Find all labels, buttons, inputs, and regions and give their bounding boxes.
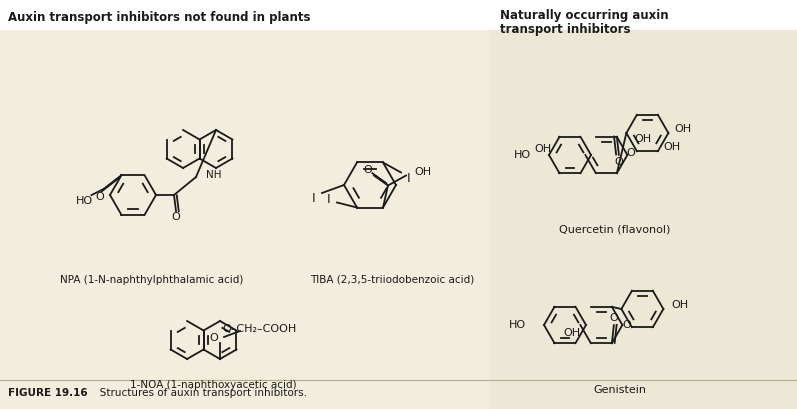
Text: Auxin transport inhibitors not found in plants: Auxin transport inhibitors not found in … bbox=[8, 11, 311, 25]
Text: OH: OH bbox=[534, 144, 552, 154]
Text: O: O bbox=[171, 212, 180, 222]
Text: Structures of auxin transport inhibitors.: Structures of auxin transport inhibitors… bbox=[90, 388, 307, 398]
Text: O: O bbox=[626, 148, 634, 158]
Text: NH: NH bbox=[206, 170, 222, 180]
Text: O: O bbox=[210, 333, 218, 343]
Text: OH: OH bbox=[414, 166, 431, 177]
Text: OH: OH bbox=[671, 300, 689, 310]
Text: Genistein: Genistein bbox=[594, 385, 646, 395]
Bar bbox=[490, 30, 797, 409]
Text: TIBA (2,3,5-triiodobenzoic acid): TIBA (2,3,5-triiodobenzoic acid) bbox=[310, 275, 474, 285]
Text: Naturally occurring auxin: Naturally occurring auxin bbox=[500, 9, 669, 22]
Text: I: I bbox=[312, 193, 316, 205]
Text: O: O bbox=[95, 192, 104, 202]
Text: HO: HO bbox=[508, 320, 526, 330]
Text: O: O bbox=[363, 164, 372, 175]
Text: O: O bbox=[622, 320, 630, 330]
Text: HO: HO bbox=[514, 150, 531, 160]
Text: O: O bbox=[610, 313, 618, 323]
Text: O: O bbox=[614, 157, 623, 167]
Text: OH: OH bbox=[674, 124, 692, 134]
Text: HO: HO bbox=[77, 196, 93, 206]
Text: I: I bbox=[407, 172, 410, 185]
Text: Quercetin (flavonol): Quercetin (flavonol) bbox=[559, 225, 671, 235]
Text: NPA (1-N-naphthylphthalamic acid): NPA (1-N-naphthylphthalamic acid) bbox=[60, 275, 243, 285]
Text: FIGURE 19.16: FIGURE 19.16 bbox=[8, 388, 88, 398]
Text: OH: OH bbox=[563, 328, 580, 338]
Text: OH: OH bbox=[664, 142, 681, 152]
Text: OH: OH bbox=[635, 134, 652, 144]
Text: transport inhibitors: transport inhibitors bbox=[500, 23, 630, 36]
Text: O–CH₂–COOH: O–CH₂–COOH bbox=[223, 324, 297, 334]
Text: 1-NOA (1-naphthoxyacetic acid): 1-NOA (1-naphthoxyacetic acid) bbox=[130, 380, 296, 390]
Text: I: I bbox=[328, 193, 331, 206]
Bar bbox=[0, 30, 490, 409]
